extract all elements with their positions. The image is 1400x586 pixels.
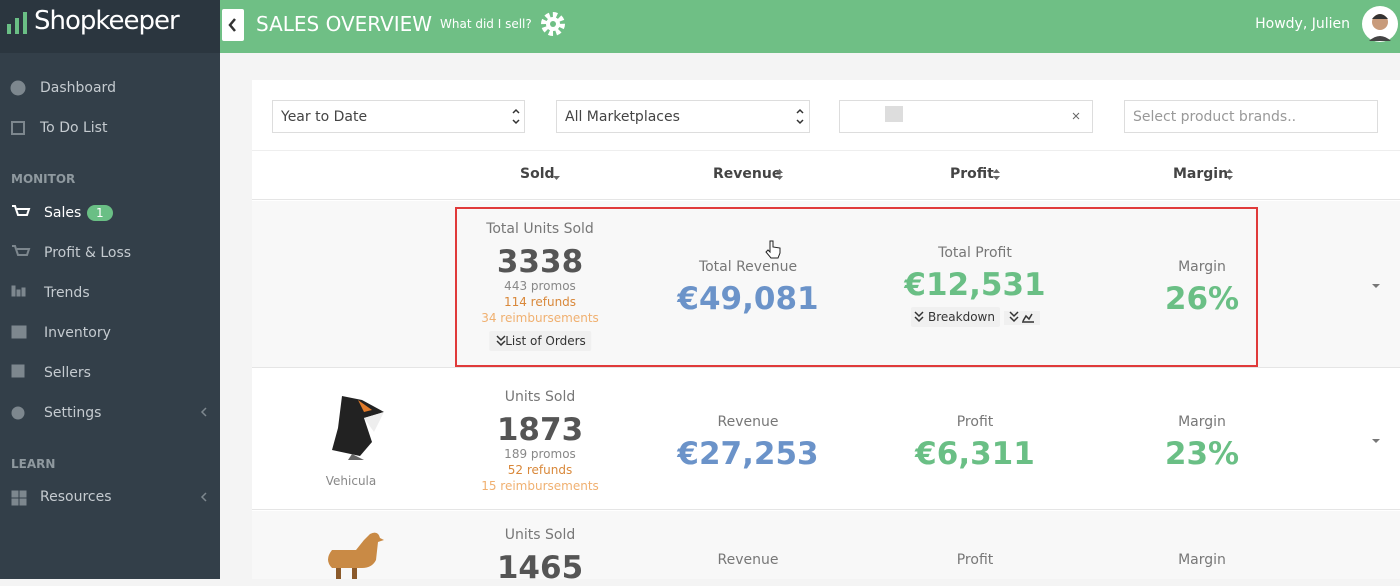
promos: 443 promos [504,279,576,293]
sort-header[interactable]: Margin [1173,166,1229,182]
units-value: 3338 [496,244,584,280]
expand-row[interactable] [1371,282,1381,290]
revenue-label: Revenue [717,552,779,568]
margin-label: Margin [1178,259,1226,275]
profit-value: €6,311 [915,436,1035,472]
units-label: Units Sold [504,527,576,543]
period-select[interactable]: Year to Date [272,100,525,133]
mouse-cursor [765,240,781,259]
margin-label: Margin [1178,414,1226,430]
nav-item[interactable]: Dashboard [40,80,116,96]
page-title: SALES OVERVIEW [256,12,433,36]
units-label: Units Sold [504,389,576,405]
marketplace-select[interactable]: All Marketplaces [556,100,810,133]
badge: 1 [87,205,113,221]
sort-icons [553,169,1233,180]
sidebar-toggle[interactable] [222,9,244,41]
greeting: Howdy, Julien [1255,16,1350,32]
product-image [332,396,384,460]
product-row [252,511,1400,579]
brand-select[interactable]: Select product brands.. [1124,100,1378,133]
sort-header[interactable]: Profit [950,166,994,182]
breakdown-icons [914,311,1040,325]
nav-item[interactable]: Inventory [44,325,111,341]
select-icons [512,106,1080,125]
sidebar [0,0,220,579]
chevron-icon [496,335,506,347]
sort-header[interactable]: Revenue [713,166,782,182]
nav-item[interactable]: Resources [40,489,112,505]
totals-row [252,201,1400,368]
profit-label: Total Profit [938,245,1012,261]
table-header [252,150,1400,200]
margin-value: 23% [1164,436,1240,472]
section-heading: MONITOR [11,172,76,186]
nav-item[interactable]: Trends [44,285,90,301]
units-value: 1465 [496,550,584,586]
units-label: Total Units Sold [486,221,594,237]
revenue-label: Total Revenue [698,259,798,275]
settings-gear[interactable] [540,11,566,37]
promos: 189 promos [504,447,576,461]
units-value: 1873 [496,412,584,448]
orders-button[interactable]: List of Orders [489,331,591,351]
profit-value: €12,531 [904,267,1046,303]
nav-item[interactable]: Sales [44,205,82,221]
expand-row[interactable] [1371,437,1381,445]
nav-item[interactable]: Settings [44,405,102,421]
nav-item[interactable]: Sellers [44,365,91,381]
sort-header[interactable]: Sold [520,166,555,182]
brand[interactable]: Shopkeeper [34,6,180,36]
reimbursements: 34 reimbursements [481,311,599,325]
product-name: Vehicula [325,474,377,488]
breakdown-button[interactable]: Breakdown [911,307,1000,327]
revenue-value: €49,081 [677,281,819,317]
product-input[interactable] [839,100,1093,133]
nav-item[interactable]: To Do List [40,120,108,136]
help-link[interactable]: What did I sell? [440,17,532,31]
margin-label: Margin [1178,552,1226,568]
avatar[interactable] [1361,5,1399,43]
nav-icons [10,80,207,506]
profit-label: Profit [956,414,994,430]
margin-value: 26% [1164,281,1240,317]
revenue-value: €27,253 [677,436,819,472]
section-heading: LEARN [11,457,56,471]
logo-area [0,0,220,53]
refunds: 52 refunds [507,463,573,477]
reimbursements: 15 reimbursements [481,479,599,493]
highlight-box [455,207,1258,367]
nav-item[interactable]: Profit & Loss [44,245,132,261]
logo-icon [7,12,27,34]
profit-label: Profit [956,552,994,568]
product-row [252,368,1400,510]
product-image [328,532,384,579]
top-bar [220,0,1400,53]
revenue-label: Revenue [717,414,779,430]
refunds: 114 refunds [503,295,577,309]
